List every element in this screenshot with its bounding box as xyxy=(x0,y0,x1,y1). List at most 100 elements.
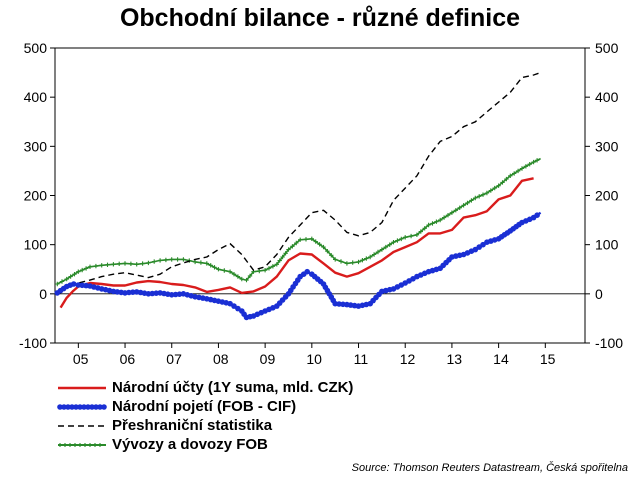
series-marker-1 xyxy=(304,268,311,275)
series-marker-3 xyxy=(519,166,525,171)
series-marker-3 xyxy=(204,261,209,266)
series-marker-3 xyxy=(152,259,157,264)
series-marker-3 xyxy=(212,265,217,270)
series-marker-3 xyxy=(403,235,408,240)
series-marker-3 xyxy=(484,190,490,196)
y-tick-label-right: 200 xyxy=(595,188,619,204)
legend-item: Národní pojetí (FOB - CIF) xyxy=(56,397,353,416)
y-tick-label-left: 500 xyxy=(24,40,48,56)
source-note: Source: Thomson Reuters Datastream, Česk… xyxy=(351,462,628,474)
series-line-1 xyxy=(56,211,542,319)
series-marker-3 xyxy=(523,164,529,169)
series-marker-3 xyxy=(262,268,268,273)
series-marker-3 xyxy=(453,208,458,213)
series-marker-3 xyxy=(99,263,104,268)
series-marker-3 xyxy=(368,254,373,260)
legend-item: Národní účty (1Y suma, mld. CZK) xyxy=(56,378,353,397)
legend-swatch-marker xyxy=(83,442,87,447)
x-tick-label: 05 xyxy=(73,351,89,367)
series-marker-3 xyxy=(181,257,186,262)
x-tick-label: 06 xyxy=(120,351,136,367)
series-marker-3 xyxy=(527,162,532,167)
series-marker-3 xyxy=(534,158,540,163)
legend-swatch xyxy=(58,386,106,389)
legend-label: Přeshraniční statistika xyxy=(112,417,273,434)
series-marker-3 xyxy=(68,274,73,279)
legend-swatch xyxy=(58,442,106,447)
series-marker-3 xyxy=(277,258,282,263)
series-marker-3 xyxy=(140,261,145,266)
x-tick-label: 13 xyxy=(446,351,462,367)
series-marker-3 xyxy=(298,237,303,242)
x-tick-label: 14 xyxy=(493,351,509,367)
series-marker-3 xyxy=(247,273,253,279)
legend-label: Národní pojetí (FOB - CIF) xyxy=(112,398,297,415)
series-marker-3 xyxy=(414,232,420,237)
series-marker-3 xyxy=(461,203,466,208)
series-marker-3 xyxy=(430,221,435,226)
series-marker-3 xyxy=(105,262,110,267)
series-marker-3 xyxy=(379,247,385,252)
x-tick-label: 08 xyxy=(213,351,229,367)
legend-item: Vývozy a dovozy FOB xyxy=(56,435,353,454)
legend-swatch-marker xyxy=(61,403,67,410)
legend-swatch-marker xyxy=(68,442,72,447)
legend-swatch-marker xyxy=(73,403,79,410)
y-tick-label-left: -100 xyxy=(19,335,47,351)
legend-swatch xyxy=(57,403,107,410)
series-marker-1 xyxy=(534,212,540,218)
series-marker-3 xyxy=(375,249,381,255)
series-marker-3 xyxy=(329,253,334,258)
legend-swatch-marker xyxy=(93,403,99,410)
series-marker-3 xyxy=(515,168,521,174)
series-marker-3 xyxy=(163,257,169,263)
y-tick-label-left: 200 xyxy=(24,188,48,204)
legend-item: Přeshraniční statistika xyxy=(56,416,353,435)
series-marker-3 xyxy=(344,261,350,266)
series-marker-3 xyxy=(383,244,388,250)
series-marker-3 xyxy=(449,210,455,215)
series-marker-3 xyxy=(321,244,326,250)
x-tick-label: 09 xyxy=(260,351,276,367)
series-marker-3 xyxy=(111,262,116,267)
series-marker-3 xyxy=(313,239,318,244)
series-marker-3 xyxy=(146,260,151,266)
series-marker-3 xyxy=(274,262,279,267)
series-marker-3 xyxy=(496,183,501,188)
y-tick-label-right: 100 xyxy=(595,237,619,253)
series-marker-3 xyxy=(317,242,322,247)
x-tick-label: 07 xyxy=(166,351,182,367)
series-marker-3 xyxy=(208,263,213,268)
series-marker-3 xyxy=(512,171,517,176)
series-marker-3 xyxy=(134,262,139,267)
legend-swatch-marker xyxy=(73,442,77,447)
series-marker-3 xyxy=(87,264,93,269)
legend-swatch-marker xyxy=(69,403,75,410)
series-marker-3 xyxy=(169,257,174,262)
series-marker-3 xyxy=(333,257,338,262)
series-marker-1 xyxy=(70,281,77,287)
series-line-2 xyxy=(60,71,541,290)
series-marker-3 xyxy=(83,266,89,271)
series-marker-3 xyxy=(294,240,299,246)
series-marker-3 xyxy=(257,268,262,274)
series-marker-3 xyxy=(227,269,233,274)
series-marker-3 xyxy=(198,260,204,265)
legend-swatch-marker xyxy=(97,403,103,410)
y-tick-label-left: 400 xyxy=(24,89,48,105)
series-marker-3 xyxy=(80,267,85,273)
legend-swatch-marker xyxy=(89,403,95,410)
series-marker-3 xyxy=(465,200,470,206)
legend-label: Národní účty (1Y suma, mld. CZK) xyxy=(112,379,354,396)
series-marker-3 xyxy=(504,176,509,182)
legend-swatch-marker xyxy=(57,403,63,410)
series-marker-3 xyxy=(531,159,536,165)
y-tick-label-right: -100 xyxy=(595,335,623,351)
legend-swatch-marker xyxy=(77,403,83,410)
series-marker-3 xyxy=(309,236,314,241)
series-marker-3 xyxy=(244,277,249,283)
legend-swatch-marker xyxy=(78,442,82,447)
legend-label: Vývozy a dovozy FOB xyxy=(112,436,268,453)
